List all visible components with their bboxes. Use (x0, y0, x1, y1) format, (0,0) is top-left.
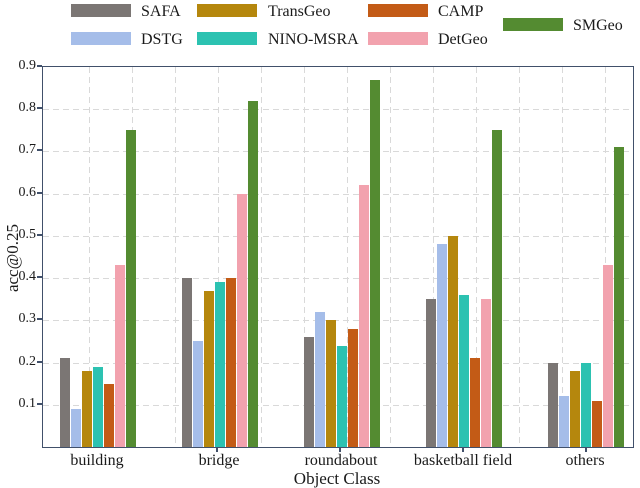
bar-NINO-MSRA-bridge (215, 282, 225, 447)
legend-swatch-nino-msra (197, 32, 257, 45)
bar-NINO-MSRA-building (93, 367, 103, 447)
legend-label-camp: CAMP (438, 3, 484, 20)
legend-label-transgeo: TransGeo (268, 3, 331, 20)
y-tick-mark (37, 65, 42, 67)
bar-SMGeo-building (126, 130, 136, 447)
y-tick-label: 0.5 (18, 226, 37, 242)
legend-label-smgeo: SMGeo (573, 17, 623, 34)
bar-DetGeo-roundabout (359, 185, 369, 447)
x-category-label: bridge (198, 452, 240, 469)
x-category-label: basketball field (413, 452, 513, 469)
x-tick-mark (339, 448, 341, 452)
bar-TransGeo-basketball-field (448, 236, 458, 447)
x-tick-mark (216, 448, 218, 452)
x-category-label: roundabout (304, 452, 378, 469)
bar-SMGeo-basketball-field (492, 130, 502, 447)
bar-DSTG-basketball-field (437, 244, 447, 447)
bar-CAMP-bridge (226, 278, 236, 447)
bar-SAFA-others (548, 363, 558, 447)
bar-DSTG-building (71, 409, 81, 447)
legend-swatch-transgeo (197, 4, 257, 17)
bar-DetGeo-building (115, 265, 125, 447)
bar-SAFA-bridge (182, 278, 192, 447)
x-tick-mark (585, 448, 587, 452)
legend-swatch-safa (71, 4, 131, 17)
y-tick-mark (37, 276, 42, 279)
bar-CAMP-building (104, 384, 114, 447)
bar-CAMP-others (592, 401, 602, 447)
bar-CAMP-basketball-field (470, 358, 480, 447)
bar-NINO-MSRA-roundabout (337, 346, 347, 447)
bar-DetGeo-others (603, 265, 613, 447)
y-tick-label: 0.9 (18, 58, 37, 73)
vertical-gridline (218, 67, 219, 447)
horizontal-gridline (43, 109, 633, 111)
legend-label-detgeo: DetGeo (438, 31, 488, 48)
legend-swatch-dstg (71, 32, 131, 45)
legend-label-nino-msra: NINO-MSRA (268, 31, 359, 48)
vertical-gridline (519, 67, 520, 447)
horizontal-gridline (43, 278, 633, 280)
y-tick-label: 0.3 (18, 311, 37, 327)
horizontal-gridline (43, 193, 633, 195)
bar-SMGeo-others (614, 147, 624, 447)
y-tick-label: 0.7 (18, 142, 37, 158)
horizontal-gridline (43, 320, 633, 322)
bar-NINO-MSRA-basketball-field (459, 295, 469, 447)
vertical-gridline (605, 67, 606, 447)
bar-SMGeo-bridge (248, 101, 258, 447)
horizontal-gridline (43, 151, 633, 153)
bar-CAMP-roundabout (348, 329, 358, 447)
y-tick-label: 0.8 (18, 100, 37, 116)
vertical-gridline (433, 67, 434, 447)
y-tick-mark (37, 360, 42, 363)
y-tick-label: 0.2 (18, 353, 37, 369)
vertical-gridline (347, 67, 348, 447)
y-tick-label: 0.6 (18, 184, 37, 200)
y-tick-mark (37, 402, 42, 405)
bar-TransGeo-building (82, 371, 92, 447)
y-tick-mark (37, 318, 42, 321)
legend-label-safa: SAFA (141, 3, 181, 20)
bar-DSTG-others (559, 396, 569, 447)
vertical-gridline (89, 67, 90, 447)
y-tick-mark (37, 233, 42, 236)
bar-SAFA-building (60, 358, 70, 447)
bar-DetGeo-basketball-field (481, 299, 491, 447)
legend-swatch-camp (368, 4, 428, 17)
bar-DetGeo-bridge (237, 194, 247, 447)
legend-swatch-smgeo (503, 18, 563, 31)
vertical-gridline (562, 67, 563, 447)
y-tick-mark (37, 191, 42, 194)
bar-NINO-MSRA-others (581, 363, 591, 447)
x-tick-mark (462, 448, 464, 452)
legend-swatch-detgeo (368, 32, 428, 45)
x-axis-title: Object Class (293, 469, 381, 488)
x-category-label: building (70, 452, 124, 469)
bar-TransGeo-bridge (204, 291, 214, 447)
vertical-gridline (175, 67, 176, 447)
legend-label-dstg: DSTG (141, 31, 183, 48)
bar-TransGeo-others (570, 371, 580, 447)
plot-area (42, 66, 634, 448)
horizontal-gridline (43, 235, 633, 237)
y-tick-mark (37, 149, 42, 152)
vertical-gridline (476, 67, 477, 447)
bar-SAFA-basketball-field (426, 299, 436, 447)
y-tick-label: 0.1 (18, 395, 37, 411)
vertical-gridline (304, 67, 305, 447)
y-axis-title: acc@0.25 (3, 223, 22, 293)
x-category-label: others (565, 452, 605, 469)
chart-legend: SAFA DSTG TransGeo NINO-MSRA CAMP DetGeo… (0, 0, 640, 54)
bar-DSTG-roundabout (315, 312, 325, 447)
vertical-gridline (390, 67, 391, 447)
bar-SAFA-roundabout (304, 337, 314, 447)
y-tick-mark (37, 107, 42, 110)
y-tick-label: 0.4 (18, 269, 37, 285)
bar-SMGeo-roundabout (370, 80, 380, 447)
bar-TransGeo-roundabout (326, 320, 336, 447)
bar-DSTG-bridge (193, 341, 203, 447)
vertical-gridline (261, 67, 262, 447)
